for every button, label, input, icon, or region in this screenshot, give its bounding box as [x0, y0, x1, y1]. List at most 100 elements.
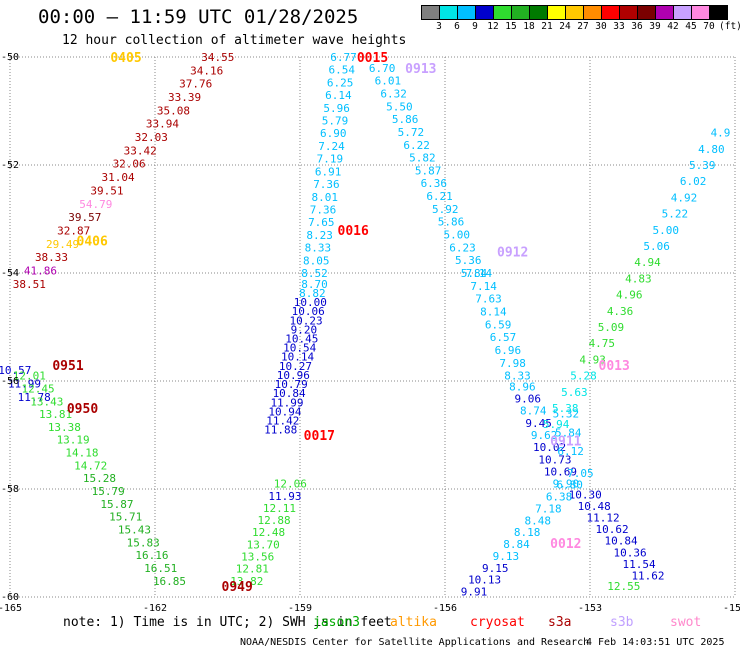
wave-height-point: 9.45 — [525, 417, 552, 430]
wave-height-point: 31.04 — [101, 171, 134, 184]
wave-height-point: 6.38 — [546, 491, 573, 504]
wave-height-point: 11.78 — [18, 391, 51, 404]
footer: note: 1) Time is in UTC; 2) SWH is in fe… — [63, 615, 724, 648]
pass-time-label: 0015 — [357, 51, 388, 66]
page-title: 00:00 – 11:59 UTC 01/28/2025 — [38, 6, 359, 28]
wave-height-point: 7.98 — [499, 357, 526, 370]
wave-height-point: 6.91 — [315, 165, 342, 178]
wave-height-point: 6.96 — [495, 344, 522, 357]
wave-height-point: 13.81 — [39, 408, 72, 421]
wave-height-point: 8.18 — [514, 526, 541, 539]
wave-height-point: 11.88 — [264, 424, 297, 437]
wave-height-point: 9.13 — [493, 550, 520, 563]
y-tick-label: -60 — [1, 592, 19, 603]
wave-height-point: 14.72 — [74, 459, 107, 472]
wave-height-point: 7.65 — [308, 216, 335, 229]
wave-height-point: 8.48 — [525, 514, 552, 527]
y-tick-label: -50 — [1, 52, 19, 63]
wave-height-point: 6.54 — [329, 64, 356, 77]
wave-height-point: 11.12 — [587, 512, 620, 525]
wave-height-point: 5.92 — [432, 203, 459, 216]
wave-height-point: 6.02 — [680, 175, 707, 188]
wave-height-point: 5.28 — [570, 370, 597, 383]
wave-height-point: 4.9 — [711, 127, 731, 140]
wave-height-point: 10.27 — [279, 360, 312, 373]
color-scale-label: 12 — [487, 21, 499, 32]
wave-height-point: 6.32 — [380, 87, 407, 100]
wave-height-point: 15.79 — [92, 485, 125, 498]
wave-height-point: 6.70 — [369, 62, 396, 75]
color-scale-label: 3 — [436, 21, 442, 32]
wave-height-point: 32.03 — [135, 131, 168, 144]
satellite-legend-altika: altika — [390, 615, 437, 630]
wave-height-point: 8.70 — [301, 278, 328, 291]
wave-height-point: 8.33 — [305, 242, 332, 255]
wave-height-point: 11.99 — [270, 396, 303, 409]
pass-time-label: 0016 — [338, 224, 369, 239]
wave-height-point: 11.42 — [266, 414, 299, 427]
wave-height-point: 13.56 — [241, 551, 274, 564]
wave-height-point: 8.05 — [303, 254, 330, 267]
wave-height-point: 15.43 — [118, 524, 151, 537]
wave-height-point: 8.96 — [509, 380, 536, 393]
axis-tick-labels: -165 -162 -159 -156 -153 -150 -50 -52 -54 -56 -58 -… — [0, 52, 740, 614]
wave-height-point: 9.15 — [482, 562, 509, 575]
pass-time-label: 0951 — [52, 359, 83, 374]
wave-height-point: 8.52 — [301, 267, 328, 280]
satellite-legend-s3b: s3b — [610, 615, 634, 630]
wave-height-point: 4.94 — [634, 256, 661, 269]
wave-height-point: 10.48 — [578, 500, 611, 513]
wave-height-point: 10.02 — [533, 441, 566, 454]
wave-height-point: 4.36 — [607, 305, 634, 318]
color-scale-label: 9 — [472, 21, 478, 32]
wave-height-point: 32.87 — [57, 224, 90, 237]
wave-height-point: 10.36 — [613, 546, 646, 559]
footer-timestamp: 4 Feb 14:03:51 UTC 2025 — [586, 637, 724, 648]
wave-height-point: 5.00 — [652, 224, 679, 237]
wave-height-point: 9.91 — [461, 586, 488, 599]
wave-height-point: 38.33 — [35, 251, 68, 264]
wave-height-point: 54.79 — [79, 198, 112, 211]
wave-height-point: 5.84 — [555, 426, 582, 439]
wave-height-point: 10.79 — [275, 378, 308, 391]
wave-height-point: 11.62 — [631, 569, 664, 582]
pass-time-label: 0911 — [550, 434, 581, 449]
wave-height-point: 33.42 — [124, 144, 157, 157]
wave-height-point: 8.74 — [520, 405, 547, 418]
satellite-legend-s3a: s3a — [548, 615, 571, 630]
wave-height-point: 7.36 — [313, 178, 340, 191]
wave-height-point: 4.80 — [698, 143, 725, 156]
wave-height-point: 10.69 — [544, 465, 577, 478]
x-tick-label: -156 — [433, 603, 457, 614]
wave-height-point: 6.36 — [421, 177, 448, 190]
y-tick-label: -52 — [1, 160, 19, 171]
wave-height-point: 14.18 — [65, 447, 98, 460]
wave-height-point: 4.96 — [616, 289, 643, 302]
wave-height-point: 5.79 — [322, 115, 349, 128]
wave-height-point: 13.38 — [48, 421, 81, 434]
wave-height-point: 6.25 — [327, 76, 354, 89]
wave-height-point: 16.85 — [153, 575, 186, 588]
wave-height-point: 15.28 — [83, 472, 116, 485]
wave-height-point: 8.82 — [299, 287, 326, 300]
wave-height-point: 6.59 — [485, 318, 512, 331]
wave-height-point: 15.83 — [127, 536, 160, 549]
wave-height-point: 7.14 — [470, 280, 497, 293]
pass-time-label: 0013 — [599, 359, 630, 374]
wave-height-point: 7.36 — [310, 203, 337, 216]
wave-height-point: 10.00 — [294, 296, 327, 309]
wave-height-point: 6.12 — [557, 445, 584, 458]
wave-height-point: 13.19 — [57, 434, 90, 447]
color-scale-unit: (ft) — [719, 21, 740, 32]
wave-height-point: 35.08 — [157, 104, 190, 117]
color-scale-label: 18 — [523, 21, 535, 32]
wave-height-point: 10.06 — [292, 305, 325, 318]
wave-height-point: 7.14 — [466, 267, 493, 280]
wave-height-point: 6.01 — [375, 75, 402, 88]
pass-time-labels: 0405 0015 0913 0406 0016 0912 0951 0013 0950 0017… — [52, 51, 629, 595]
wave-height-point: 10.45 — [285, 332, 318, 345]
wave-height-point: 9.90 — [553, 478, 580, 491]
wave-height-point: 10.84 — [273, 387, 306, 400]
wave-height-point: 7.18 — [535, 502, 562, 515]
